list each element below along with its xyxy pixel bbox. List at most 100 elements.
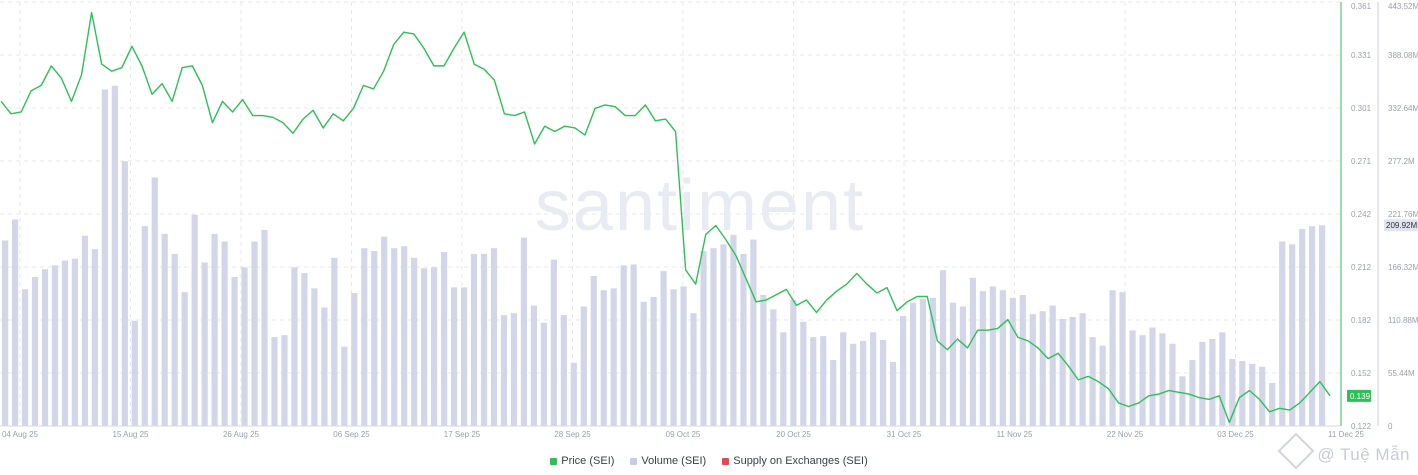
volume-bar [1239,360,1246,426]
volume-bar [1159,333,1166,426]
volume-bar [291,267,298,426]
x-tick-label: 11 Nov 25 [997,430,1033,439]
volume-bar [470,253,478,426]
volume-bar [480,253,488,426]
volume-bar [351,293,358,426]
volume-bar [610,288,617,426]
volume-bar [850,343,857,426]
credit-watermark: @ Tuệ Mẫn [1277,432,1410,470]
price-tick-label: 0.361 [1351,2,1372,11]
volume-bar [1129,330,1136,426]
volume-bar [800,321,807,426]
volume-bar [141,226,148,426]
x-tick-label: 31 Oct 25 [887,430,922,439]
volume-bar [1099,345,1106,426]
volume-tick-label: 388.08M [1388,51,1418,60]
volume-tick-label: 0 [1388,422,1393,431]
volume-bar [171,253,178,426]
volume-bar [510,313,518,426]
volume-bar [989,286,996,426]
volume-bar [680,286,687,426]
volume-bar [660,271,667,426]
volume-bar [221,241,228,426]
volume-bar [570,362,577,426]
x-tick-label: 04 Aug 25 [2,430,39,439]
volume-bar [979,291,986,426]
x-tick-label: 15 Aug 25 [112,430,149,439]
x-tick-label: 26 Aug 25 [223,430,260,439]
volume-bar [1319,225,1326,426]
volume-tick-label: 166.32M [1388,263,1418,272]
volume-bar [999,290,1006,426]
volume-bar [580,306,587,426]
volume-bar [550,259,557,426]
volume-bar [760,295,767,426]
volume-bar [889,361,897,426]
legend-volume[interactable]: Volume (SEI) [630,452,706,470]
x-tick-label: 06 Sep 25 [333,430,370,439]
volume-bar [1279,241,1286,426]
volume-bars [2,85,1326,427]
diamond-logo-icon [1277,432,1315,470]
volume-bar [341,346,348,426]
volume-tick-label: 443.52M [1388,2,1418,11]
legend-price[interactable]: Price (SEI) [550,452,614,470]
volume-bar [820,336,827,426]
volume-bar [21,289,29,426]
volume-bar [1149,327,1156,426]
volume-tick-label: 55.44M [1388,369,1415,378]
volume-bar [331,257,338,426]
volume-bar [460,287,468,426]
volume-bar [1109,290,1116,426]
volume-bar [690,313,697,426]
volume-bar [391,248,398,426]
volume-bar [530,305,537,426]
volume-bar [880,339,887,426]
volume-bar [1139,335,1146,426]
volume-bar [650,296,657,426]
volume-bar [790,299,797,426]
price-line [0,11,1331,424]
volume-bar [919,298,927,426]
volume-bar [301,273,308,426]
volume-bar [431,267,438,426]
volume-bar [1219,332,1226,426]
volume-bar [939,270,947,426]
legend-supply-label: Supply on Exchanges (SEI) [733,455,868,467]
volume-bar [840,332,847,426]
volume-bar [500,315,508,426]
volume-bar [181,292,188,426]
volume-bar [860,340,867,426]
x-tick-label: 20 Oct 25 [776,430,811,439]
volume-bar [929,297,937,426]
price-tick-label: 0.122 [1351,422,1372,431]
volume-bar [231,276,238,426]
volume-bar [371,251,378,426]
legend-supply[interactable]: Supply on Exchanges (SEI) [722,452,868,470]
volume-bar [421,268,428,426]
x-tick-label: 17 Sep 25 [444,430,481,439]
volume-tick-label: 332.64M [1388,104,1418,113]
legend-price-label: Price (SEI) [561,455,615,467]
volume-bar [1179,376,1186,426]
volume-bar [1229,359,1236,426]
volume-bar [2,240,9,426]
volume-bar [1209,339,1216,426]
volume-bar [909,302,917,426]
volume-bar [670,289,677,426]
volume-bar [441,252,448,426]
axes: 0.122 0.152 0.182 0.212 0.242 0.271 0.301 0.331… [0,2,1418,439]
volume-bar [640,301,647,426]
current-price-label: 0.139 [1350,392,1371,401]
price-tick-label: 0.212 [1351,263,1372,272]
volume-bar [31,276,39,426]
volume-bar [770,309,777,426]
volume-bar [61,260,69,426]
price-tick-label: 0.331 [1351,51,1372,60]
price-swatch-icon [550,457,558,465]
volume-bar [321,307,328,426]
current-volume-badge [1384,219,1418,232]
volume-bar [411,257,418,426]
volume-bar [71,258,79,426]
